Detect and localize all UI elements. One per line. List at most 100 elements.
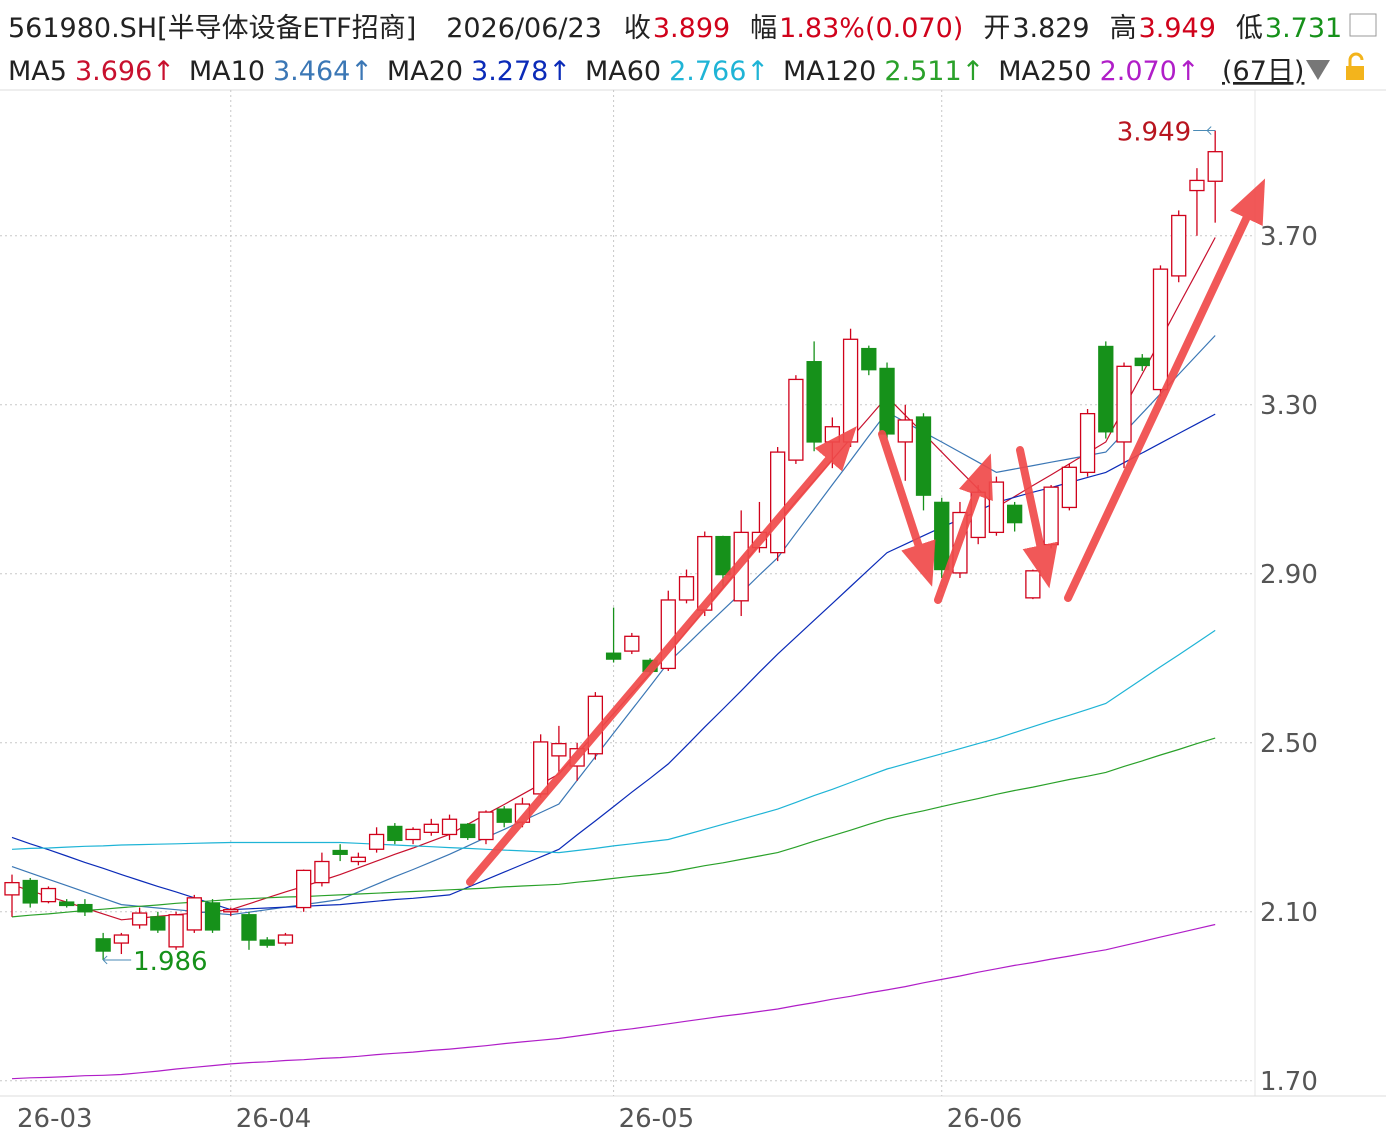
plot: 1.70 2.10 2.50 2.90 3.30 3.70 26-03 26-04 26-05 2… bbox=[0, 90, 1318, 1134]
y-tick-label: 1.70 bbox=[1260, 1067, 1318, 1097]
date: 2026/06/23 bbox=[446, 13, 602, 44]
ma-line bbox=[11, 923, 1216, 1080]
y-tick-label: 2.10 bbox=[1260, 898, 1318, 928]
candle-body bbox=[441, 818, 458, 836]
lock-icon[interactable] bbox=[1346, 52, 1364, 80]
candle-body bbox=[131, 912, 148, 926]
y-tick-label: 3.70 bbox=[1260, 222, 1318, 252]
arrow bbox=[1016, 446, 1058, 589]
legend-name: MA5 bbox=[8, 56, 67, 87]
quote-label: 收 bbox=[624, 13, 651, 44]
candle-body bbox=[1207, 151, 1223, 182]
candle-body bbox=[423, 823, 439, 834]
candle-body bbox=[496, 808, 512, 823]
candle-body bbox=[368, 833, 385, 850]
legend-name: MA120 bbox=[783, 56, 876, 87]
legend-value: 2.511↑ bbox=[884, 56, 984, 87]
candle-body bbox=[204, 902, 221, 931]
legend-name: MA250 bbox=[998, 56, 1091, 87]
candle-body bbox=[77, 903, 93, 913]
candle-body bbox=[770, 451, 786, 554]
candle-body bbox=[678, 576, 695, 601]
candle-body bbox=[186, 897, 202, 931]
x-tick-label: 26-06 bbox=[947, 1104, 1023, 1134]
candle-body bbox=[605, 652, 622, 660]
legend-row: MA5 3.696↑ MA10 3.464↑ MA20 3.278↑ MA60 2.766↑ M… bbox=[8, 56, 1199, 87]
quote-label: 幅 bbox=[750, 13, 777, 44]
candle-body bbox=[988, 481, 1005, 534]
candle-body bbox=[1098, 345, 1114, 433]
candle-body bbox=[1043, 486, 1059, 546]
arrow bbox=[878, 430, 936, 587]
period-label[interactable]: (67日) bbox=[1222, 56, 1304, 87]
candle-body bbox=[715, 535, 731, 576]
candle-body bbox=[1152, 268, 1169, 391]
arrow bbox=[934, 453, 993, 604]
symbol: 561980.SH[半导体设备ETF招商] bbox=[8, 13, 416, 44]
quote-value: 1.83%(0.070) bbox=[779, 13, 963, 44]
arrow bbox=[1064, 178, 1266, 602]
candle-body bbox=[842, 338, 859, 443]
candle-body bbox=[824, 426, 840, 443]
candle-body bbox=[168, 914, 184, 948]
candle-body bbox=[1189, 179, 1205, 192]
candle-body bbox=[4, 881, 20, 896]
candle-body bbox=[59, 901, 75, 907]
max-pointer bbox=[1193, 126, 1216, 135]
candle-body bbox=[1007, 504, 1023, 524]
x-tick-label: 26-03 bbox=[17, 1104, 93, 1134]
legend-name: MA10 bbox=[189, 56, 265, 87]
legend-value: 2.070↑ bbox=[1100, 56, 1200, 87]
candle-body bbox=[806, 361, 822, 443]
min-pointer bbox=[102, 955, 132, 965]
candle-body bbox=[95, 938, 111, 952]
legend-name: MA60 bbox=[585, 56, 661, 87]
y-tick-label: 2.50 bbox=[1260, 729, 1318, 759]
dropdown-icon[interactable] bbox=[1306, 60, 1330, 80]
candle-body bbox=[314, 860, 330, 884]
legend-value: 3.464↑ bbox=[273, 56, 373, 87]
candle-body bbox=[551, 742, 567, 757]
max-label: 3.949 bbox=[1117, 118, 1191, 148]
candle-body bbox=[897, 419, 913, 443]
quote-value: 3.731 bbox=[1265, 13, 1342, 44]
candle-body bbox=[223, 909, 239, 913]
candle-body bbox=[277, 934, 294, 944]
legend-name: MA20 bbox=[387, 56, 463, 87]
candle-body bbox=[405, 828, 421, 841]
quote-value: 3.899 bbox=[653, 13, 730, 44]
x-tick-label: 26-04 bbox=[236, 1104, 312, 1134]
candle-body bbox=[1171, 214, 1187, 277]
min-label: 1.986 bbox=[133, 947, 207, 977]
candle-body bbox=[296, 869, 312, 909]
y-tick-label: 3.30 bbox=[1260, 391, 1318, 421]
annotation-arrows bbox=[466, 178, 1266, 886]
x-tick-label: 26-05 bbox=[619, 1104, 695, 1134]
header-row: 561980.SH[半导体设备ETF招商] 2026/06/23 收 3.899 幅 1.… bbox=[8, 13, 1342, 44]
lock-body bbox=[1346, 66, 1364, 80]
legend-value: 3.696↑ bbox=[75, 56, 175, 87]
quote-label: 高 bbox=[1110, 13, 1137, 44]
candle-body bbox=[150, 916, 166, 931]
candle-body bbox=[259, 939, 275, 946]
quote-label: 低 bbox=[1236, 13, 1263, 44]
candle-body bbox=[22, 879, 38, 904]
candle-body bbox=[879, 367, 895, 435]
y-tick-label: 2.90 bbox=[1260, 560, 1318, 590]
candle-body bbox=[478, 811, 494, 841]
candle-body bbox=[350, 856, 367, 863]
lock-shackle bbox=[1348, 52, 1364, 66]
candle-body bbox=[1134, 357, 1150, 367]
candle-body bbox=[1079, 412, 1096, 474]
candle-body bbox=[460, 823, 476, 839]
candle-body bbox=[624, 635, 640, 652]
candle-body bbox=[387, 825, 403, 842]
wp-icon[interactable] bbox=[1349, 13, 1377, 37]
quote-value: 3.949 bbox=[1139, 13, 1216, 44]
candle-body bbox=[241, 914, 257, 941]
candle-body bbox=[934, 501, 950, 571]
candle-body bbox=[1116, 365, 1132, 443]
quote-value: 3.829 bbox=[1012, 13, 1089, 44]
